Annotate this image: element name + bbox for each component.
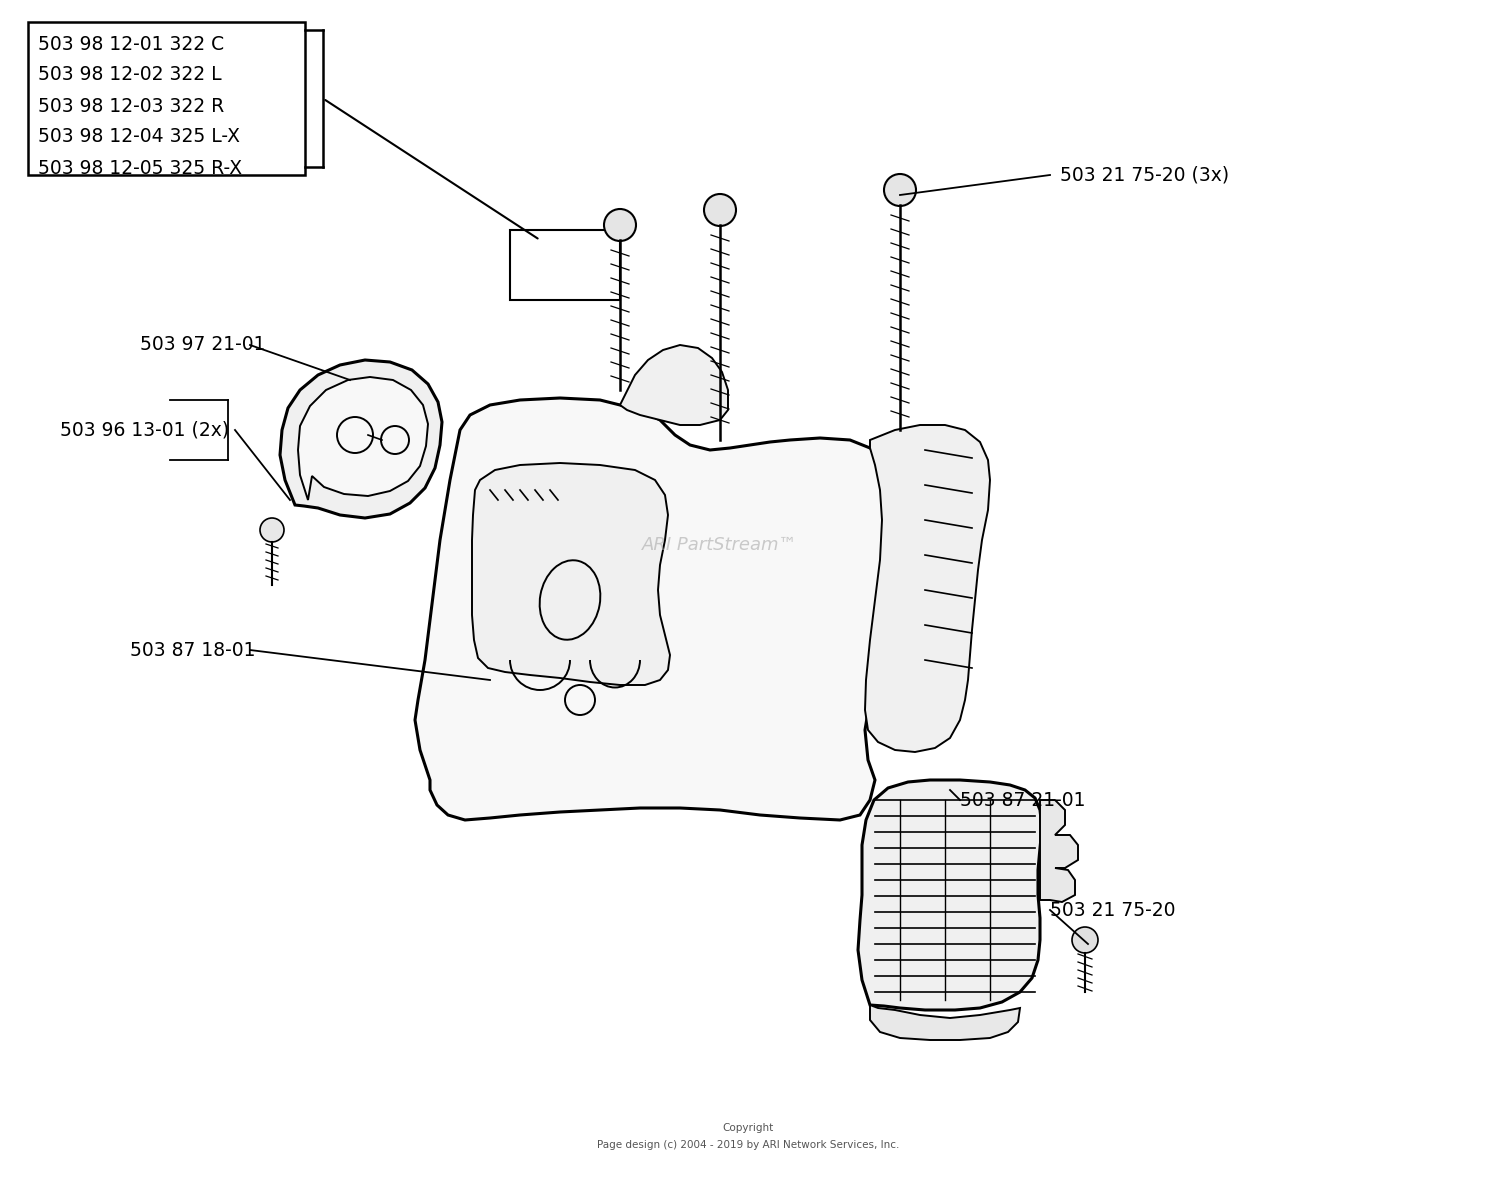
Bar bbox=[510, 230, 620, 300]
Text: ARI PartStream™: ARI PartStream™ bbox=[642, 536, 798, 554]
Text: 503 98 12-03 322 R: 503 98 12-03 322 R bbox=[38, 97, 225, 115]
Circle shape bbox=[260, 518, 284, 542]
Text: 503 21 75-20: 503 21 75-20 bbox=[1050, 900, 1176, 919]
Polygon shape bbox=[416, 397, 908, 820]
Text: 503 98 12-01 322 C: 503 98 12-01 322 C bbox=[38, 35, 224, 54]
Polygon shape bbox=[858, 780, 1042, 1010]
Text: 503 98 12-05 325 R-X: 503 98 12-05 325 R-X bbox=[38, 158, 242, 177]
Circle shape bbox=[604, 209, 636, 241]
Text: 503 98 12-02 322 L: 503 98 12-02 322 L bbox=[38, 66, 222, 85]
Text: Page design (c) 2004 - 2019 by ARI Network Services, Inc.: Page design (c) 2004 - 2019 by ARI Netwo… bbox=[597, 1140, 898, 1150]
Bar bbox=[28, 22, 305, 175]
Circle shape bbox=[1072, 926, 1098, 953]
Text: 503 98 12-04 325 L-X: 503 98 12-04 325 L-X bbox=[38, 128, 240, 146]
Polygon shape bbox=[870, 1005, 1020, 1040]
Circle shape bbox=[704, 194, 736, 226]
Text: 503 87 18-01: 503 87 18-01 bbox=[130, 640, 255, 660]
Polygon shape bbox=[472, 463, 670, 685]
Text: 503 87 21-01: 503 87 21-01 bbox=[960, 790, 1086, 809]
Polygon shape bbox=[865, 425, 990, 752]
Polygon shape bbox=[620, 345, 728, 425]
Text: 503 96 13-01 (2x): 503 96 13-01 (2x) bbox=[60, 420, 229, 439]
Text: Copyright: Copyright bbox=[723, 1123, 774, 1134]
Polygon shape bbox=[280, 360, 442, 518]
Text: 503 97 21-01: 503 97 21-01 bbox=[140, 335, 266, 354]
Polygon shape bbox=[298, 377, 427, 500]
Circle shape bbox=[884, 174, 916, 206]
Text: 503 21 75-20 (3x): 503 21 75-20 (3x) bbox=[1060, 165, 1228, 184]
Polygon shape bbox=[1040, 800, 1078, 903]
